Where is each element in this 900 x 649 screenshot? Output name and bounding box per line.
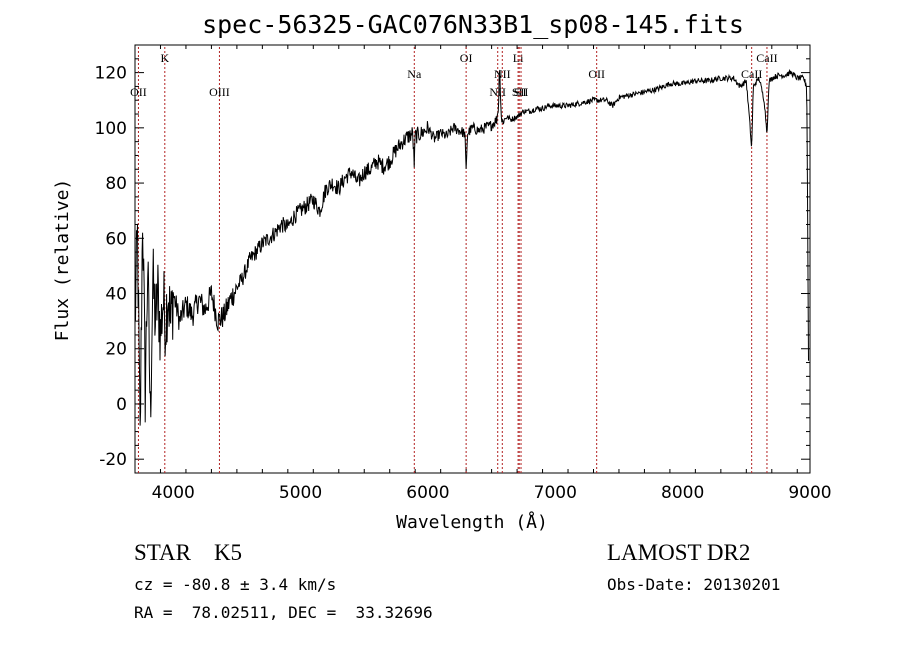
x-tick-label: 6000	[406, 483, 449, 503]
spectral-line-label: K	[160, 51, 169, 65]
spectral-line-label: SII	[512, 85, 527, 99]
y-tick-label: 100	[95, 119, 127, 139]
x-tick-label: 9000	[788, 483, 831, 503]
y-tick-label: 80	[105, 174, 127, 194]
y-axis-label: Flux (relative)	[52, 179, 73, 342]
survey-name: LAMOST DR2	[607, 540, 751, 565]
x-tick-label: 7000	[534, 483, 577, 503]
spectral-line-label: SII	[514, 85, 529, 99]
x-tick-label: 5000	[279, 483, 322, 503]
y-tick-label: 40	[105, 285, 127, 305]
x-axis-label: Wavelength (Å)	[396, 511, 548, 533]
chart-title: spec-56325-GAC076N33B1_sp08-145.fits	[202, 10, 744, 39]
y-tick-label: 0	[116, 395, 127, 415]
y-tick-label: 120	[95, 64, 127, 84]
plot-area: 4000 5000 6000 7000 8000 9000 -20 0 20 40 60 80 100 1…	[95, 44, 832, 503]
spectral-line-label: OIII	[209, 85, 230, 99]
spectral-line-label: Na	[407, 67, 422, 81]
object-class: STAR K5	[134, 540, 243, 565]
spectral-line-label: Li	[513, 51, 524, 65]
y-tick-label: 20	[105, 340, 127, 360]
spectral-line-label: CaII	[741, 67, 762, 81]
y-tick-label: 60	[105, 229, 127, 249]
spectral-line-label: OI	[460, 51, 473, 65]
coordinates-text: RA = 78.02511, DEC = 33.32696	[134, 603, 433, 622]
plot-frame	[134, 44, 811, 474]
x-tick-label: 4000	[152, 483, 195, 503]
x-tick-label: 8000	[661, 483, 704, 503]
spectrum-line	[134, 68, 809, 426]
spectral-line-label: OII	[588, 67, 605, 81]
spectral-line-label: NII	[494, 67, 511, 81]
spectral-line-label: OII	[130, 85, 147, 99]
obs-date-text: Obs-Date: 20130201	[607, 575, 781, 594]
y-tick-label: -20	[99, 450, 127, 470]
spectral-line-label: CaII	[756, 51, 777, 65]
redshift-text: cz = -80.8 ± 3.4 km/s	[134, 575, 337, 594]
spectral-line-label: NII	[489, 85, 506, 99]
